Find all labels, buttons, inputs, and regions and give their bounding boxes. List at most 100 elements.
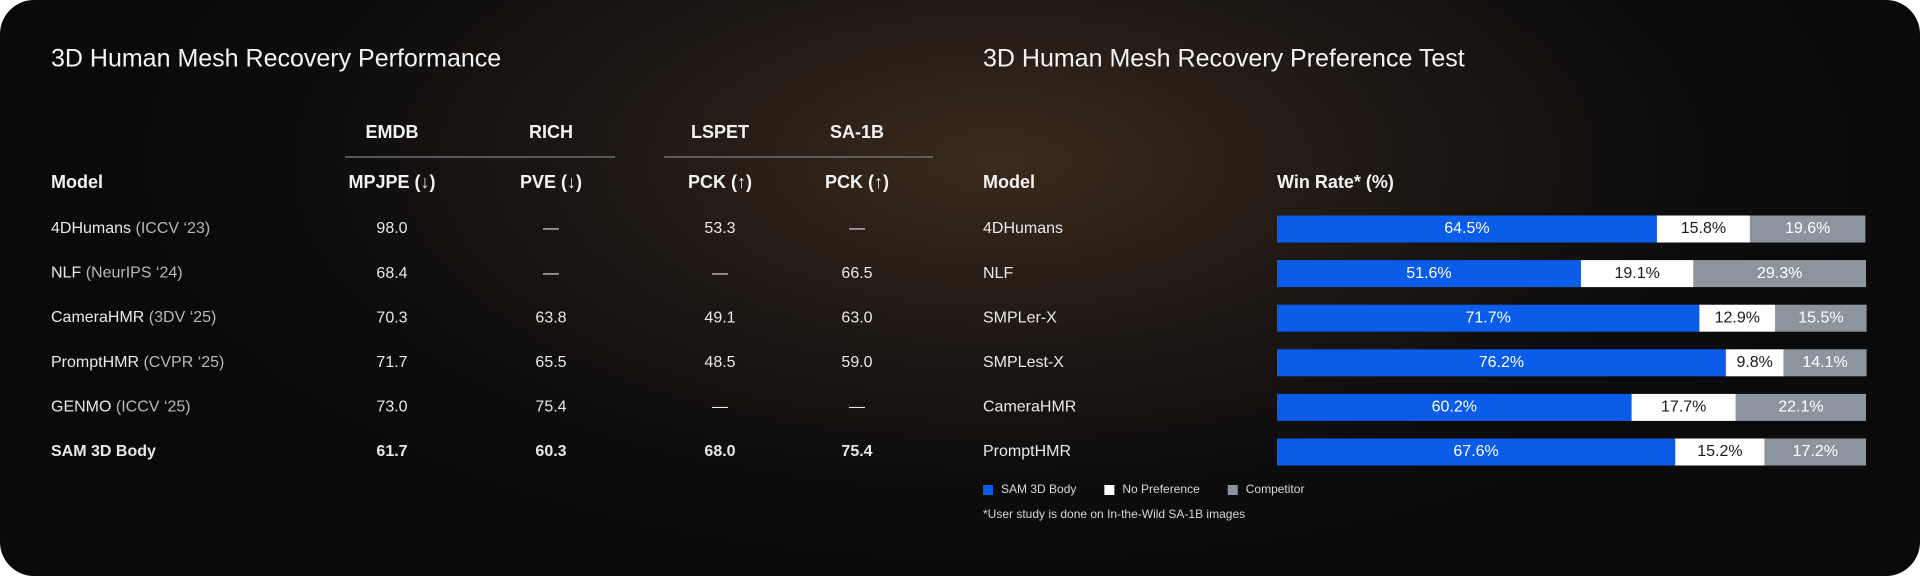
bar-segment <box>1783 349 1867 377</box>
cell: 66.5 <box>841 265 872 282</box>
cell: 70.3 <box>376 309 407 326</box>
value-label: 17.7% <box>1661 399 1706 416</box>
category-label: SMPLer-X <box>983 309 1057 326</box>
model-name: GENMO (ICCV ‘25) <box>51 399 191 416</box>
column-header: Model <box>51 172 103 192</box>
value-label: 17.2% <box>1793 443 1838 460</box>
model-name-text: NLF <box>51 265 81 282</box>
group-header: RICH <box>529 122 573 142</box>
model-name-text: SAM 3D Body <box>51 443 156 460</box>
group-header: SA-1B <box>830 122 884 142</box>
model-name: 4DHumans (ICCV ‘23) <box>51 220 210 237</box>
column-header: PVE (↓) <box>520 172 582 192</box>
legend-swatch <box>983 485 993 495</box>
category-label: CameraHMR <box>983 399 1076 416</box>
cell: 61.7 <box>376 443 407 460</box>
value-label: 12.9% <box>1715 309 1760 326</box>
bar-segment <box>1277 393 1632 421</box>
cell: 49.1 <box>704 309 735 326</box>
cell: 71.7 <box>376 354 407 371</box>
cell: 75.4 <box>535 399 566 416</box>
bar-segment <box>1693 260 1866 288</box>
bar-segment <box>1277 304 1700 332</box>
cell: — <box>712 265 728 282</box>
model-name: CameraHMR (3DV ‘25) <box>51 309 216 326</box>
value-label: 67.6% <box>1453 443 1498 460</box>
model-name-text: GENMO <box>51 399 111 416</box>
bar-segment <box>1675 438 1765 466</box>
model-venue: (CVPR ‘25) <box>143 354 224 371</box>
bar-segment <box>1764 438 1866 466</box>
cell: 53.3 <box>704 220 735 237</box>
cell: 75.4 <box>841 443 872 460</box>
cell: 98.0 <box>376 220 407 237</box>
cell: — <box>543 265 559 282</box>
legend-label: SAM 3D Body <box>1001 482 1076 496</box>
value-label: 76.2% <box>1479 354 1524 371</box>
legend-label: Competitor <box>1246 482 1305 496</box>
model-name: SAM 3D Body <box>51 443 156 460</box>
category-label: SMPLest-X <box>983 354 1064 371</box>
cell: 73.0 <box>376 399 407 416</box>
value-label: 15.5% <box>1798 309 1843 326</box>
value-label: 22.1% <box>1778 399 1823 416</box>
cell: 63.0 <box>841 309 872 326</box>
cell: 68.0 <box>704 443 735 460</box>
group-header: LSPET <box>691 122 749 142</box>
value-label: 64.5% <box>1444 220 1489 237</box>
value-label: 15.2% <box>1697 443 1742 460</box>
value-label: 15.8% <box>1681 220 1726 237</box>
model-name: NLF (NeurIPS ‘24) <box>51 265 183 282</box>
cell: 59.0 <box>841 354 872 371</box>
model-name-text: CameraHMR <box>51 309 144 326</box>
model-venue: (ICCV ‘23) <box>135 220 210 237</box>
cell: — <box>849 220 865 237</box>
category-header: Model <box>983 172 1035 192</box>
bar-segment <box>1725 349 1784 377</box>
group-header: EMDB <box>366 122 419 142</box>
value-label: 19.6% <box>1785 220 1830 237</box>
bar-segment <box>1277 215 1657 243</box>
value-label: 60.2% <box>1432 399 1477 416</box>
cell: 65.5 <box>535 354 566 371</box>
bar-segment <box>1277 260 1581 288</box>
model-name: PromptHMR (CVPR ‘25) <box>51 354 224 371</box>
cell: — <box>849 399 865 416</box>
table-title: 3D Human Mesh Recovery Performance <box>51 45 501 73</box>
cell: 48.5 <box>704 354 735 371</box>
model-name-text: PromptHMR <box>51 354 139 371</box>
cell: 63.8 <box>535 309 566 326</box>
bar-segment <box>1580 260 1694 288</box>
bar-segment <box>1277 438 1676 466</box>
value-label: 51.6% <box>1406 265 1451 282</box>
value-label: 14.1% <box>1802 354 1847 371</box>
column-header: PCK (↑) <box>825 172 889 192</box>
model-name-text: 4DHumans <box>51 220 131 237</box>
value-label: 29.3% <box>1757 265 1802 282</box>
bar-segment <box>1775 304 1867 332</box>
cell: — <box>543 220 559 237</box>
column-header: PCK (↑) <box>688 172 752 192</box>
cell: — <box>712 399 728 416</box>
legend-label: No Preference <box>1122 482 1200 496</box>
bar-segment <box>1277 349 1726 377</box>
chart-title: 3D Human Mesh Recovery Preference Test <box>983 45 1465 73</box>
bar-segment <box>1656 215 1750 243</box>
value-header: Win Rate* (%) <box>1277 172 1394 192</box>
legend-swatch <box>1104 485 1115 495</box>
value-label: 19.1% <box>1614 265 1659 282</box>
footnote: *User study is done on In-the-Wild SA-1B… <box>983 507 1245 521</box>
column-header: MPJPE (↓) <box>348 172 435 192</box>
value-label: 9.8% <box>1736 354 1772 371</box>
legend-swatch <box>1227 485 1238 495</box>
bar-segment <box>1749 215 1866 243</box>
model-venue: (3DV ‘25) <box>149 309 217 326</box>
category-label: PromptHMR <box>983 443 1071 460</box>
category-label: NLF <box>983 265 1013 282</box>
value-label: 71.7% <box>1465 309 1510 326</box>
bar-segment <box>1699 304 1776 332</box>
model-venue: (NeurIPS ‘24) <box>86 265 183 282</box>
cell: 68.4 <box>376 265 407 282</box>
